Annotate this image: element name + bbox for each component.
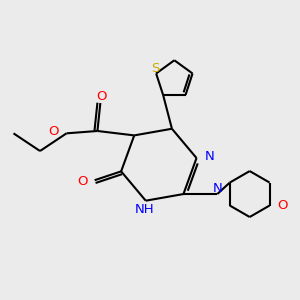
- Text: O: O: [277, 199, 287, 212]
- Text: O: O: [49, 125, 59, 138]
- Text: N: N: [213, 182, 223, 195]
- Text: S: S: [152, 62, 160, 75]
- Text: N: N: [205, 150, 214, 163]
- Text: NH: NH: [134, 203, 154, 216]
- Text: O: O: [78, 175, 88, 188]
- Text: O: O: [97, 90, 107, 103]
